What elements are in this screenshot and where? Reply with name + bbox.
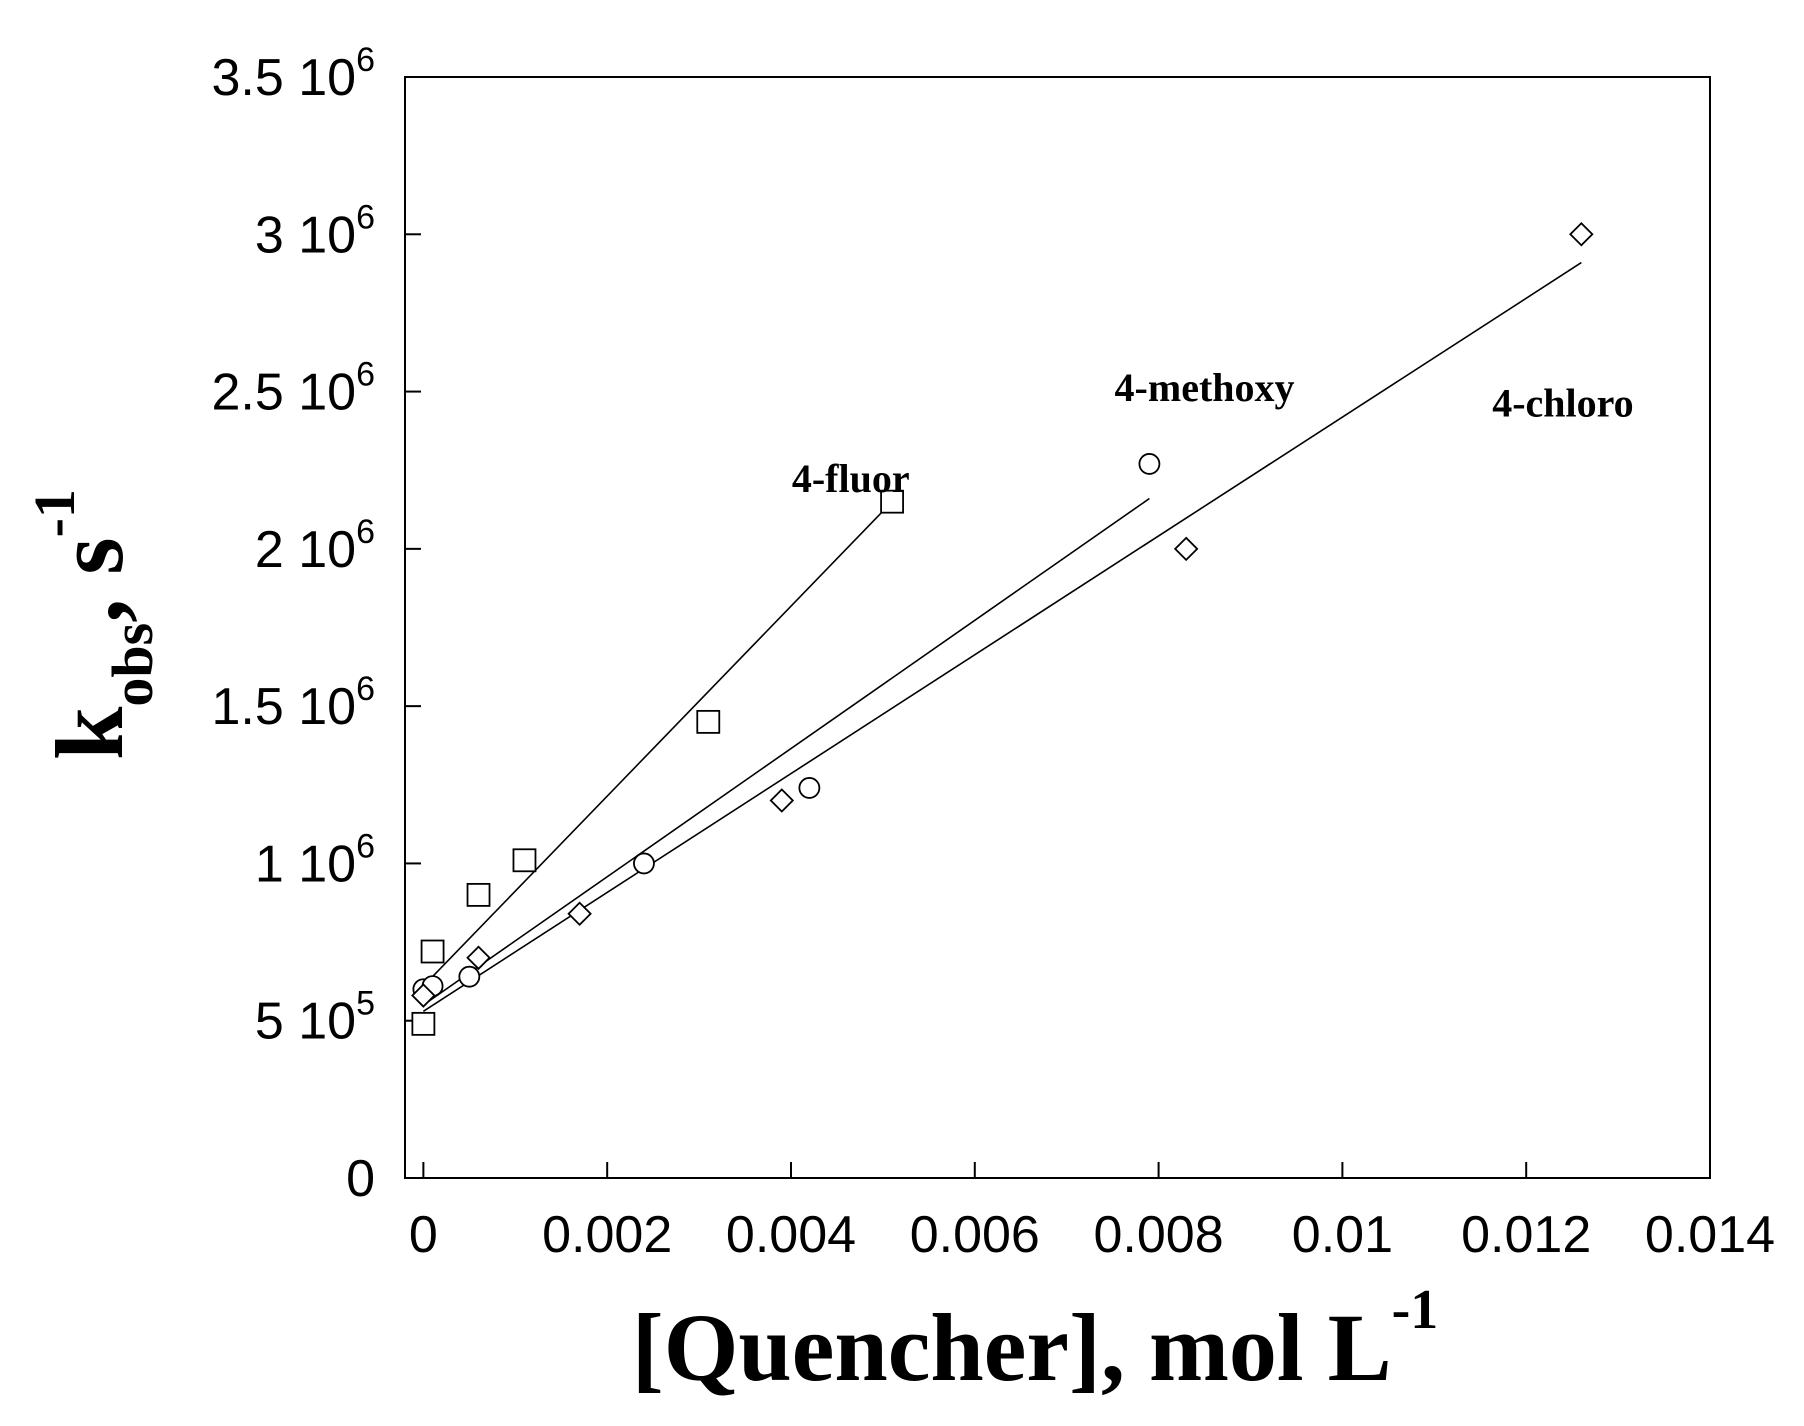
x-tick-label-4: 0.008 (1094, 1206, 1224, 1264)
y-tick-exp-5: 6 (356, 356, 375, 394)
x-tick-label-1: 0.002 (542, 1206, 672, 1264)
y-tick-label-6: 3 106 (255, 198, 375, 264)
y-tick-exp-4: 6 (356, 513, 375, 551)
y-tick-base-3: 1.5 10 (212, 678, 357, 736)
x-tick-label-5: 0.01 (1292, 1206, 1393, 1264)
y-tick-label-4: 2 106 (255, 513, 375, 579)
fit-line-4-methoxy (422, 497, 1150, 1006)
y-axis-title-mid: , s (36, 537, 143, 622)
x-tick-label-6: 0.012 (1461, 1206, 1591, 1264)
y-tick-base-6: 3 10 (255, 206, 356, 264)
marker-4-chloro-4 (1173, 536, 1199, 562)
plot-area (404, 76, 1711, 1179)
marker-4-chloro-2 (567, 901, 592, 927)
x-tick-label-2: 0.004 (726, 1206, 856, 1264)
y-tick-base-4: 2 10 (255, 521, 356, 579)
series-label-4-fluor: 4-fluor (792, 456, 910, 501)
marker-4-methoxy-3 (633, 852, 655, 875)
marker-4-chloro-3 (769, 788, 795, 813)
marker-4-methoxy-4 (798, 777, 821, 799)
y-axis-title-sub: obs (100, 623, 165, 707)
y-tick-base-0: 0 (346, 1150, 375, 1208)
marker-4-chloro-0 (411, 983, 436, 1008)
marker-4-fluor-1 (420, 939, 445, 964)
y-tick-label-1: 5 105 (255, 985, 375, 1051)
y-tick-label-3: 1.5 106 (212, 670, 376, 736)
x-axis-title-sup: -1 (1392, 1279, 1439, 1341)
y-tick-exp-7: 6 (356, 41, 375, 79)
marker-4-chloro-5 (1569, 222, 1594, 247)
y-tick-exp-1: 5 (356, 985, 375, 1023)
x-axis-title-main: [Quencher], mol L (632, 1294, 1392, 1401)
x-axis-title: [Quencher], mol L-1 (632, 1279, 1439, 1401)
x-tick-label-7: 0.014 (1645, 1206, 1775, 1264)
y-tick-exp-3: 6 (356, 670, 375, 708)
fit-line-4-fluor (422, 501, 893, 987)
y-tick-label-7: 3.5 106 (212, 41, 376, 107)
y-tick-base-7: 3.5 10 (212, 49, 357, 107)
series-labels: 4-fluor 4-methoxy 4-chloro (792, 365, 1634, 501)
marker-4-methoxy-2 (458, 965, 481, 988)
y-tick-base-5: 2.5 10 (212, 364, 357, 422)
marker-4-fluor-2 (466, 882, 491, 907)
y-axis-title: kobs, s-1 (22, 489, 165, 760)
y-tick-exp-2: 6 (356, 827, 375, 865)
y-axis-title-main: k (36, 706, 143, 760)
fit-line-4-chloro (422, 261, 1582, 1012)
ticks: 0 0.002 0.004 0.006 0.008 0.01 0.012 0.014 0 5 10… (212, 41, 1776, 1264)
y-axis-title-sup: -1 (22, 489, 87, 537)
y-tick-base-1: 5 10 (255, 993, 356, 1051)
y-tick-exp-6: 6 (356, 198, 375, 236)
marker-4-chloro-1 (466, 945, 491, 971)
y-tick-label-5: 2.5 106 (212, 356, 376, 422)
marker-4-methoxy-5 (1138, 453, 1161, 475)
y-tick-label-0: 0 (346, 1150, 375, 1208)
marker-4-fluor-3 (512, 848, 537, 873)
series-label-4-chloro: 4-chloro (1492, 381, 1633, 426)
x-tick-label-0: 0 (409, 1206, 438, 1264)
y-tick-label-2: 1 106 (255, 827, 375, 893)
marker-4-fluor-4 (696, 709, 721, 734)
y-tick-base-2: 1 10 (255, 835, 356, 893)
series-label-4-methoxy: 4-methoxy (1115, 365, 1295, 410)
data-markers (411, 222, 1594, 1036)
x-tick-label-3: 0.006 (910, 1206, 1040, 1264)
marker-4-fluor-5 (880, 489, 904, 514)
fit-lines (422, 261, 1582, 1012)
marker-4-fluor-0 (411, 1011, 436, 1036)
